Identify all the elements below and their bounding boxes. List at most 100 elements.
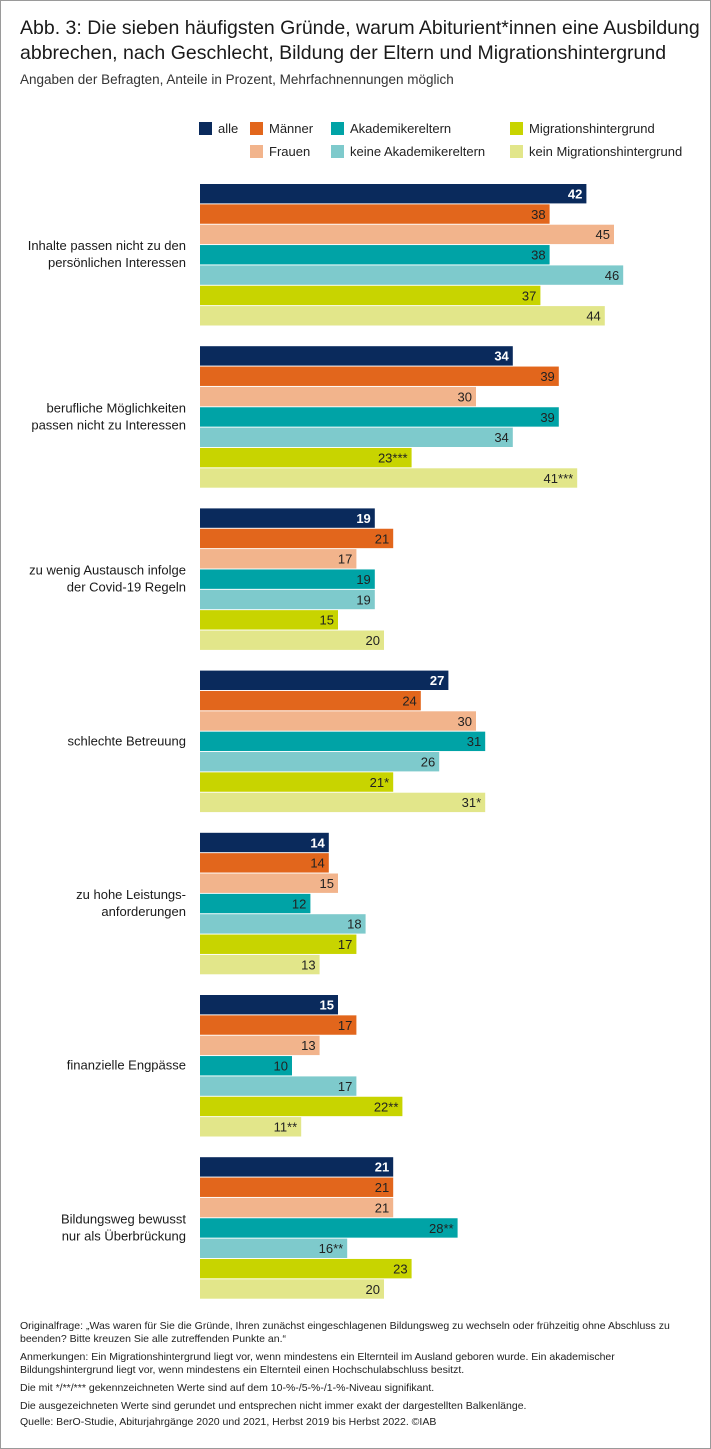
- bar-akademiker: [200, 1218, 458, 1238]
- value-label: 30: [458, 389, 472, 404]
- legend-swatch-kein-migration: [510, 145, 523, 158]
- bar-keine_akademiker: [200, 265, 624, 285]
- category-label: zu hohe Leistungs-: [76, 887, 186, 902]
- legend-item-maenner: Männer: [250, 121, 313, 136]
- bar-alle: [200, 832, 329, 853]
- bar-frauen: [200, 1197, 394, 1218]
- bar-frauen: [200, 549, 357, 569]
- category-label: finanzielle Engpässe: [67, 1058, 186, 1073]
- bar-keine_akademiker: [200, 1238, 348, 1258]
- value-label: 15: [320, 613, 334, 628]
- value-label: 16**: [319, 1241, 344, 1256]
- category-label: Inhalte passen nicht zu den: [28, 238, 186, 253]
- bar-kein_migration: [200, 1279, 384, 1299]
- bar-alle: [200, 346, 513, 366]
- bar-alle: [200, 508, 375, 528]
- value-label: 14: [310, 856, 324, 871]
- value-label: 21: [375, 1200, 389, 1215]
- bar-akademiker: [200, 407, 559, 427]
- footnote-rundung: Die ausgezeichneten Werte sind gerundet …: [20, 1400, 527, 1412]
- category-label: Bildungsweg bewusst: [61, 1211, 186, 1226]
- value-label: 39: [540, 410, 554, 425]
- legend-swatch-keine-akademiker: [331, 145, 344, 158]
- figure-title: Abb. 3: Die sieben häufigsten Gründe, wa…: [20, 17, 700, 64]
- bar-kein_migration: [200, 468, 578, 488]
- bar-maenner: [200, 528, 394, 549]
- value-label: 10: [274, 1059, 288, 1074]
- value-label: 17: [338, 552, 352, 567]
- value-label: 20: [366, 1282, 380, 1297]
- value-label: 17: [338, 937, 352, 952]
- bar-keine_akademiker: [200, 914, 366, 934]
- legend-swatch-akademiker: [331, 122, 344, 135]
- value-label: 34: [494, 430, 508, 445]
- category-label: berufliche Möglichkeiten: [47, 400, 186, 415]
- bar-migration: [200, 285, 541, 306]
- value-label: 30: [458, 714, 472, 729]
- value-label: 14: [310, 835, 325, 850]
- footnote-signifikanz: Die mit */**/*** gekennzeichneten Werte …: [20, 1382, 435, 1394]
- value-label: 18: [347, 917, 361, 932]
- value-label: 44: [586, 309, 600, 324]
- value-label: 11**: [274, 1120, 298, 1135]
- legend-swatch-migration: [510, 122, 523, 135]
- figure-subtitle: Angaben der Befragten, Anteile in Prozen…: [20, 72, 454, 87]
- value-label: 45: [596, 227, 610, 242]
- bar-kein_migration: [200, 1117, 302, 1137]
- bar-alle: [200, 184, 587, 204]
- bar-akademiker: [200, 893, 311, 914]
- bar-migration: [200, 1258, 412, 1279]
- value-label: 28**: [429, 1221, 454, 1236]
- value-label: 46: [605, 268, 619, 283]
- legend-swatch-frauen: [250, 145, 263, 158]
- value-label: 21*: [370, 775, 390, 790]
- value-label: 41***: [544, 471, 574, 486]
- bar-kein_migration: [200, 954, 320, 975]
- value-label: 24: [402, 693, 416, 708]
- category-label: anforderungen: [101, 904, 186, 919]
- category-label: der Covid-19 Regeln: [67, 580, 186, 595]
- value-label: 23: [393, 1261, 407, 1276]
- bar-frauen: [200, 224, 614, 245]
- bar-akademiker: [200, 1056, 292, 1076]
- bar-maenner: [200, 690, 421, 711]
- value-label: 21: [375, 1160, 389, 1175]
- bar-maenner: [200, 366, 559, 386]
- value-label: 22**: [374, 1099, 399, 1114]
- legend-item-akademiker: Akademikereltern: [331, 121, 451, 136]
- value-label: 31*: [462, 795, 482, 810]
- bar-akademiker: [200, 245, 550, 265]
- footnote-quelle: Quelle: BerO-Studie, Abiturjahrgänge 202…: [20, 1416, 437, 1428]
- value-label: 38: [531, 248, 545, 263]
- legend-swatch-alle: [199, 122, 212, 135]
- bar-migration: [200, 447, 412, 468]
- bar-migration: [200, 772, 394, 792]
- value-label: 26: [421, 755, 435, 770]
- bar-maenner: [200, 204, 550, 224]
- bar-frauen: [200, 1035, 320, 1056]
- legend-item-kein-migration: kein Migrationshintergrund: [510, 144, 682, 159]
- category-label: passen nicht zu Interessen: [31, 417, 186, 432]
- value-label: 15: [320, 998, 334, 1013]
- legend-item-alle: alle: [199, 121, 238, 136]
- value-label: 42: [568, 187, 582, 202]
- legend-item-keine-akademiker: keine Akademikereltern: [331, 144, 485, 159]
- value-label: 13: [301, 1038, 315, 1053]
- bar-kein_migration: [200, 306, 605, 326]
- value-label: 20: [366, 633, 380, 648]
- bar-kein_migration: [200, 792, 486, 813]
- bar-migration: [200, 934, 357, 954]
- value-label: 21: [375, 531, 389, 546]
- bar-keine_akademiker: [200, 1076, 357, 1096]
- category-label: nur als Überbrückung: [62, 1228, 186, 1243]
- value-label: 38: [531, 207, 545, 222]
- bar-migration: [200, 610, 338, 630]
- legend-swatch-maenner: [250, 122, 263, 135]
- value-label: 17: [338, 1018, 352, 1033]
- category-label: schlechte Betreuung: [67, 733, 186, 748]
- bar-alle: [200, 995, 338, 1015]
- value-label: 39: [540, 369, 554, 384]
- bar-alle: [200, 670, 449, 690]
- bar-kein_migration: [200, 630, 384, 650]
- bar-keine_akademiker: [200, 589, 375, 610]
